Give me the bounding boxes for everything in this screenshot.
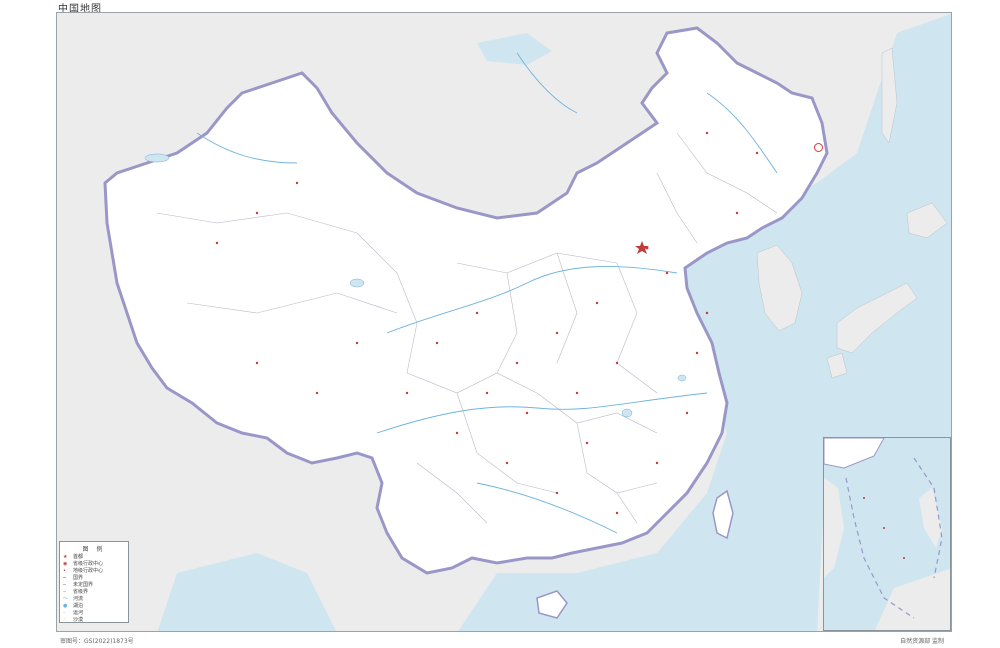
legend-item: ◉ 省级行政中心 [63,560,104,568]
korea-peninsula [756,244,803,332]
highlight-circle-icon [814,143,823,152]
japan-honshu [836,282,918,354]
taihu-lake [677,374,687,382]
thin-line-icon: ─ [63,588,67,595]
legend-item: ★ 首都 [63,553,84,561]
legend-item: ～河流 [63,596,84,602]
legend-item: ∴ 沙漠 [63,616,84,624]
balkhash-lake [144,153,170,163]
china-territory [103,26,829,575]
bohai-sea [667,243,757,293]
sakhalin [881,47,898,144]
desert-icon: ∴ [63,616,67,623]
map-title: 中国地图 [58,4,102,15]
provincial-borders [156,132,778,524]
capital-star-icon [635,241,649,254]
dashed-line-icon: ┅ [63,581,67,588]
capital-star-icon: ★ [63,553,68,560]
map-canvas[interactable] [57,13,952,632]
canal-icon: ┈ [63,609,67,616]
south-china-sea-inset[interactable] [823,437,951,631]
legend-item: ● 湖泊 [63,602,84,610]
lake-icon: ● [63,602,68,609]
border-line-icon: ━ [63,574,67,581]
north-lake [477,33,552,65]
japan-kyushu [826,352,848,379]
approval-number: 审图号：GS(2022)1873号 [60,638,134,645]
legend-item: ━ 国界 [63,574,84,582]
publisher-note: 自然资源部 监制 [900,638,944,645]
legend-item: ┅ 未定国界 [63,581,94,589]
east-sea [458,13,951,631]
qinghai-lake [349,278,365,288]
inset-map [824,438,950,630]
taiwan-island [712,489,734,540]
poyang-lake [621,408,633,418]
city-dot-icon: ◉ [63,560,68,567]
map-legend: 图 例 ★ 首都 ◉ 省级行政中心 • 地级行政中心 ━ 国界 ┅ 未定国界 ─ 省级界 ～… [59,541,129,623]
bay-of-bengal [157,553,336,631]
river-icon: ～ [63,596,69,602]
japan-hokkaido [906,202,948,239]
map-frame[interactable]: 图 例 ★ 首都 ◉ 省级行政中心 • 地级行政中心 ━ 国界 ┅ 未定国界 ─ 省级界 ～… [56,12,952,632]
hainan-island [536,590,568,619]
rivers [196,52,778,534]
legend-title: 图 例 [82,546,106,553]
legend-item: • 地级行政中心 [63,567,104,575]
legend-item: ┈ 运河 [63,609,84,617]
legend-item: ─ 省级界 [63,588,89,596]
city-dot-icon: • [63,567,66,574]
